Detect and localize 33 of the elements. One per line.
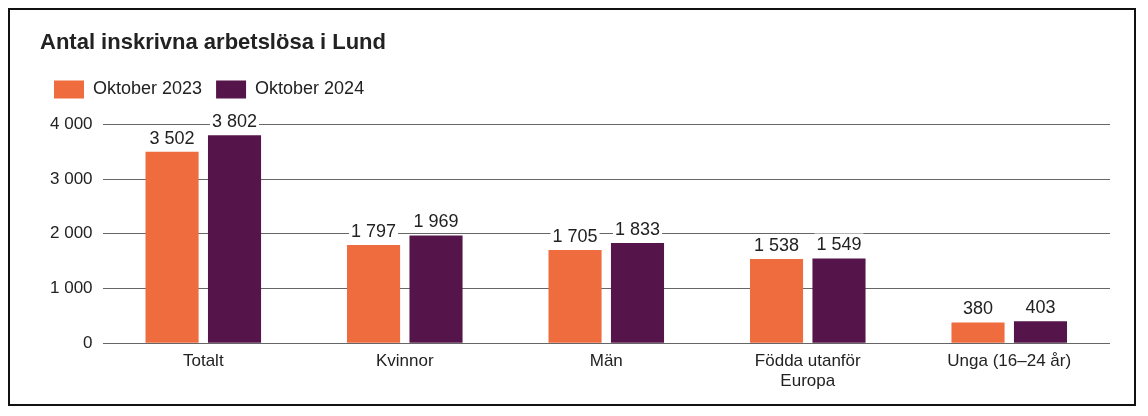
y-tick-label: 0 <box>83 332 93 352</box>
x-tick-label: Födda utanför Europa <box>754 351 862 391</box>
y-tick-label: 2 000 <box>49 223 93 243</box>
data-label: 3 502 <box>149 127 195 148</box>
legend-label: Oktober 2023 <box>93 78 203 99</box>
legend-label: Oktober 2024 <box>255 78 365 99</box>
data-label: 403 <box>1025 297 1056 318</box>
bar <box>749 259 804 343</box>
bar <box>145 151 199 343</box>
y-tick-label: 4 000 <box>49 114 93 134</box>
bar <box>347 244 401 343</box>
bar <box>951 322 1005 343</box>
bar <box>409 235 463 343</box>
bar <box>812 258 866 343</box>
x-tick-label: Kvinnor <box>375 351 434 371</box>
data-label: 1 705 <box>552 225 598 246</box>
data-label: 1 549 <box>816 234 862 255</box>
bar <box>207 135 262 343</box>
data-label: 3 802 <box>212 111 258 132</box>
data-label: 1 833 <box>614 218 661 239</box>
y-tick-label: 1 000 <box>49 278 93 298</box>
x-tick-label: Unga (16–24 år) <box>947 351 1072 371</box>
y-tick-label: 3 000 <box>49 168 93 188</box>
data-label: 1 797 <box>351 220 397 241</box>
bar <box>610 242 665 343</box>
data-label: 1 969 <box>413 211 459 232</box>
x-tick-label: Totalt <box>182 351 224 371</box>
bar <box>548 249 602 343</box>
bar <box>1013 321 1068 343</box>
chart-title: Antal inskrivna arbetslösa i Lund <box>40 29 386 55</box>
data-label: 1 538 <box>754 235 800 256</box>
data-label: 380 <box>963 298 994 319</box>
x-tick-label: Män <box>589 351 623 371</box>
